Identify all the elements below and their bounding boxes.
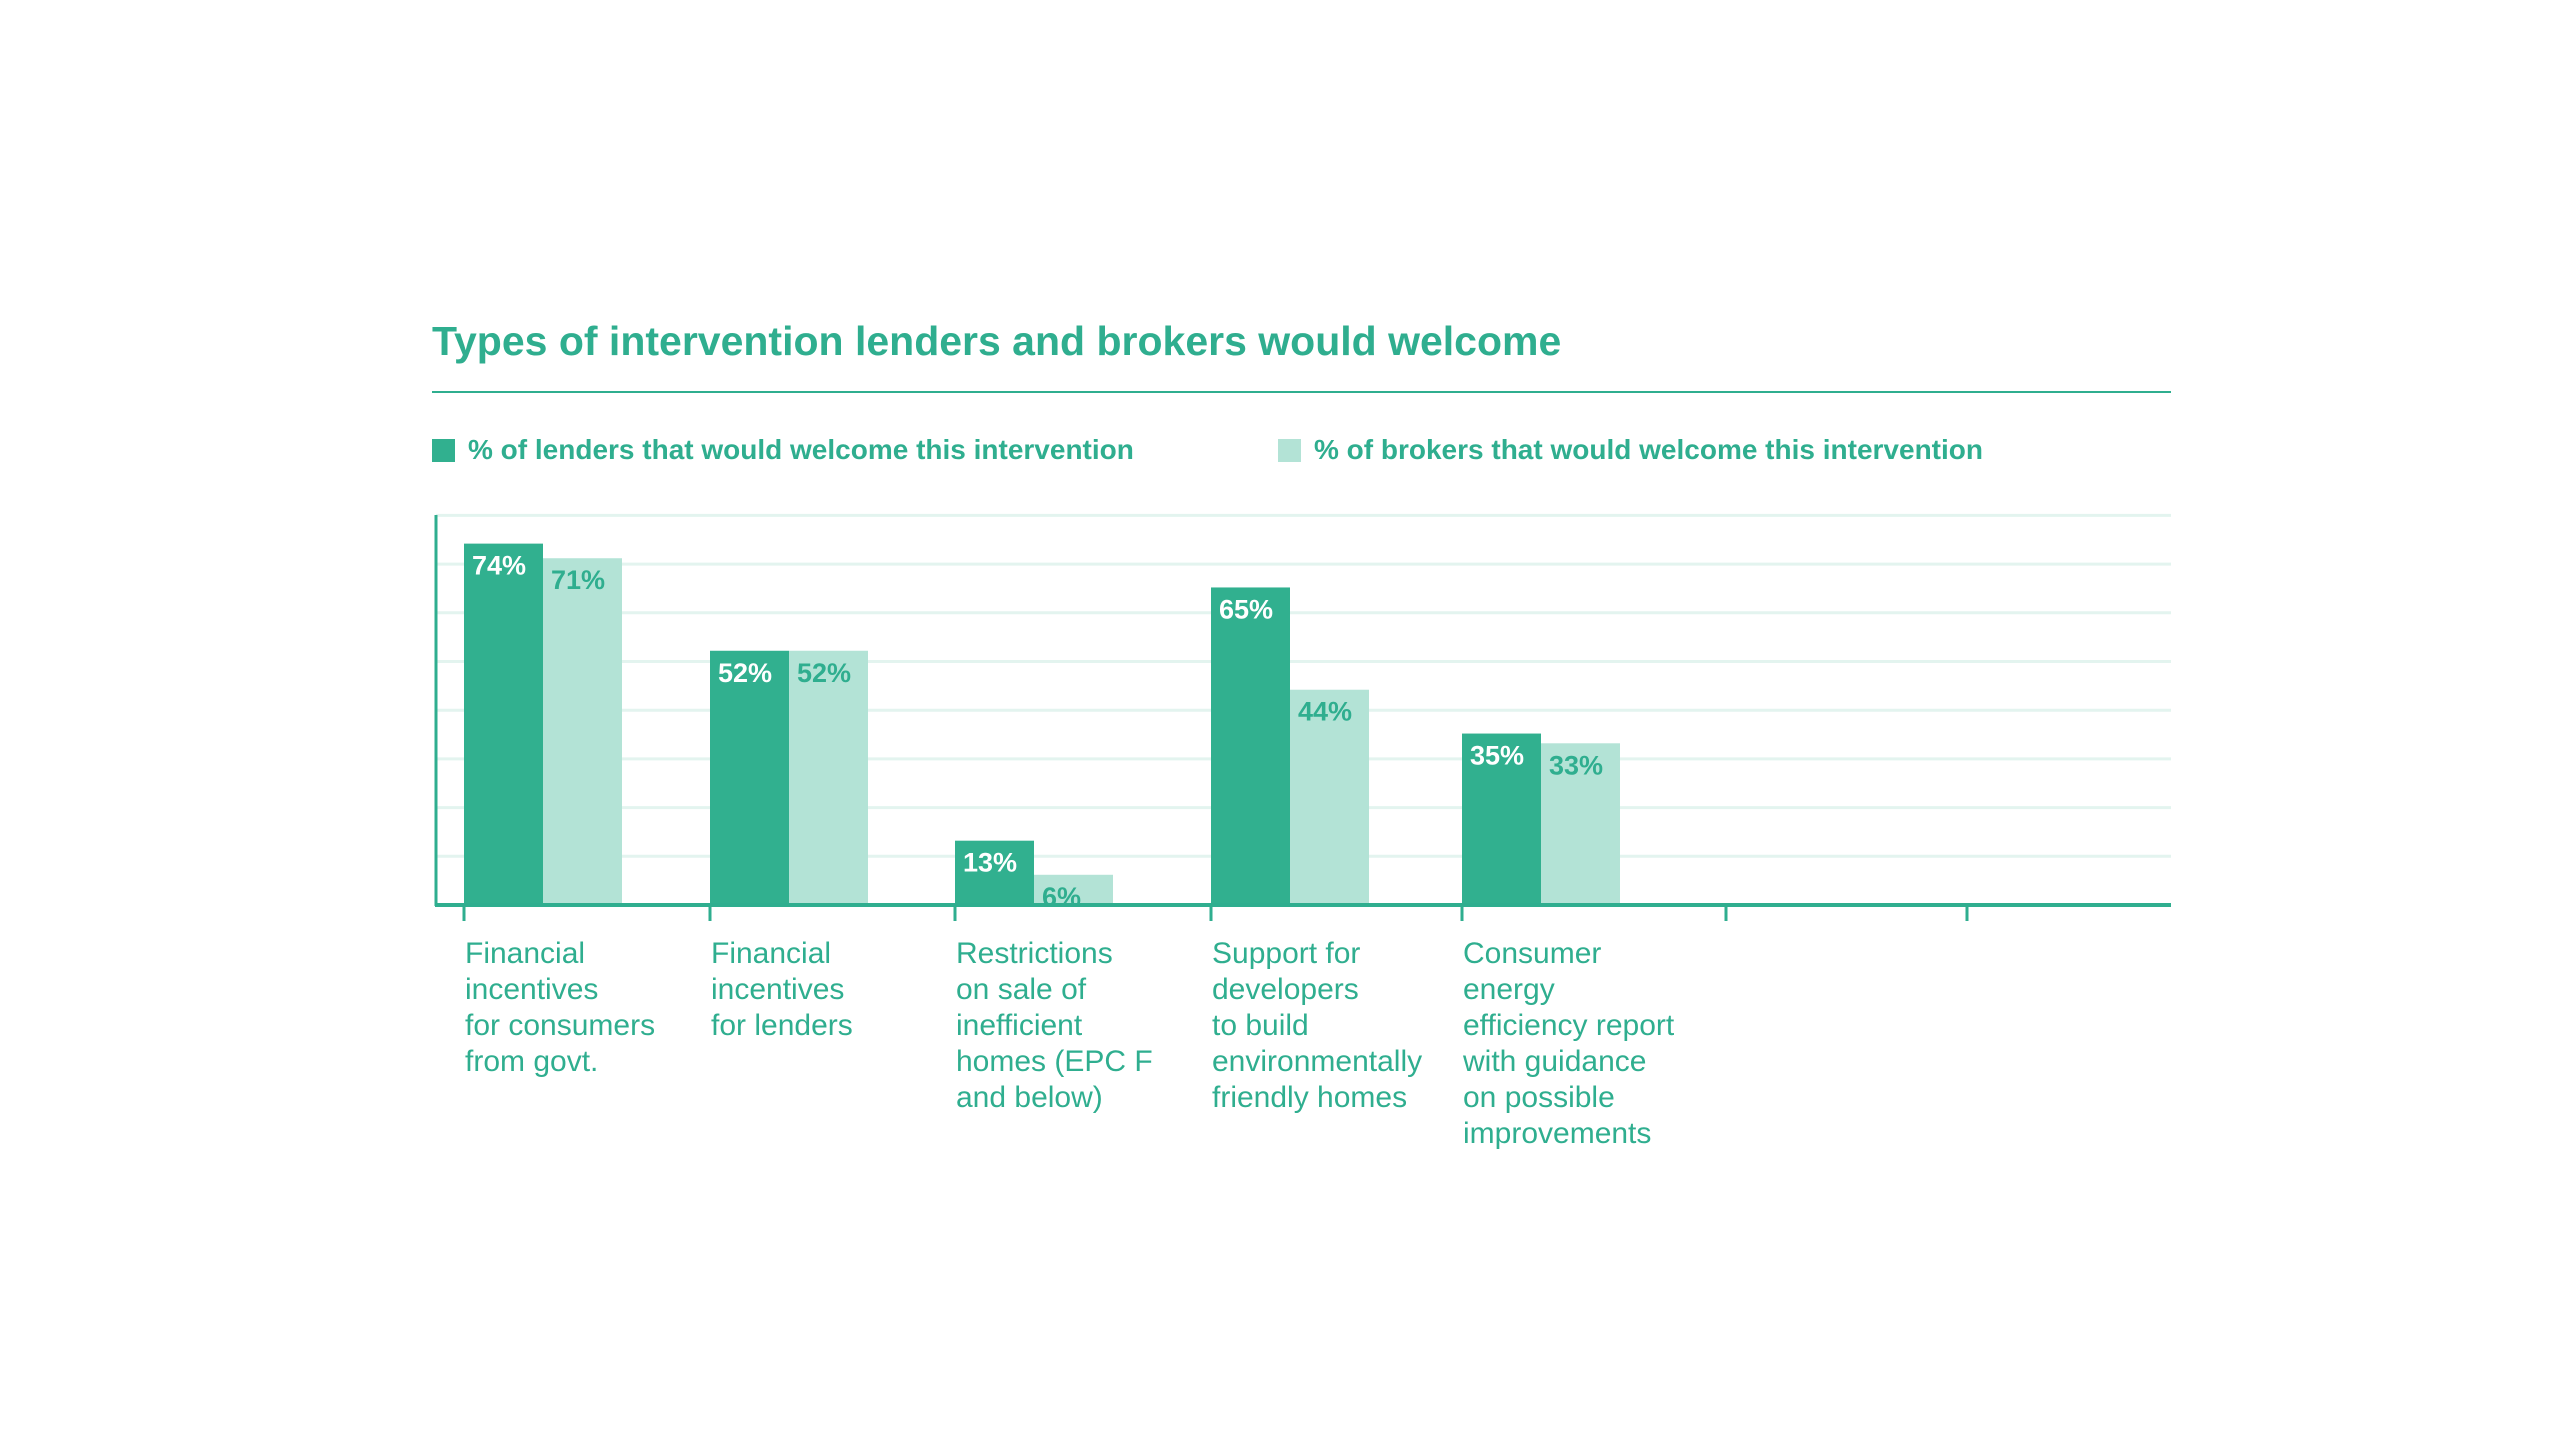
category-label-line: developers [1212,973,1359,1006]
category-label: Support for developers to build environment… [1212,937,1422,1114]
data-label-brokers: 33% [1549,750,1603,780]
bar-lenders [1211,587,1290,904]
category-label-line: Financial [711,937,831,970]
data-label-lenders: 13% [963,848,1017,878]
bar-brokers [1541,743,1620,904]
bar-lenders [710,650,789,904]
category-label-line: incentives [711,973,844,1006]
category-label: Financial incentives for lenders [711,937,853,1042]
category-label-line: incentives [465,973,598,1006]
category-label-line: Restrictions [956,937,1113,970]
data-label-brokers: 71% [551,565,605,595]
category-label: Consumer energy efficiency report with guid… [1462,937,1675,1150]
data-label-brokers: 6% [1042,882,1081,912]
category-label: Financial incentives for consumers from gov… [465,937,655,1078]
category-label-line: from govt. [465,1045,598,1078]
category-label-line: Support for [1212,937,1360,970]
data-label-lenders: 35% [1470,741,1524,771]
category-label: Restrictions on sale of inefficient homes (… [956,937,1153,1114]
bar-brokers [789,650,868,904]
category-label-line: homes (EPC F [956,1045,1153,1078]
category-label-line: energy [1463,973,1555,1006]
legend-swatch-lenders [432,438,455,462]
bar-brokers [1034,874,1113,904]
legend-label-brokers: % of brokers that would welcome this int… [1314,434,1983,465]
category-label-line: and below) [956,1081,1103,1114]
chart-title: Types of intervention lenders and broker… [432,318,1562,364]
data-label-brokers: 44% [1298,697,1352,727]
category-label-line: Financial [465,937,585,970]
data-label-lenders: 74% [472,551,526,581]
category-label-line: friendly homes [1212,1081,1407,1114]
legend-item-brokers: % of brokers that would welcome this int… [1278,434,1983,466]
bar-lenders [955,840,1034,904]
category-label-line: for consumers [465,1009,655,1042]
category-label-line: environmentally [1212,1045,1422,1078]
title-divider [432,391,2171,393]
legend-label-lenders: % of lenders that would welcome this int… [468,434,1134,465]
bar-brokers [543,558,622,904]
category-label-line: Consumer [1463,937,1601,970]
bar-brokers [1290,689,1369,904]
data-label-lenders: 65% [1219,594,1273,624]
category-label-line: on possible [1463,1081,1615,1114]
category-label-line: for lenders [711,1009,853,1042]
legend-item-lenders: % of lenders that would welcome this int… [432,434,1134,466]
category-label-line: with guidance [1462,1045,1646,1078]
data-label-brokers: 52% [797,658,851,688]
data-label-lenders: 52% [718,658,772,688]
category-label-line: to build [1212,1009,1309,1042]
category-label-line: improvements [1463,1117,1651,1150]
category-label-line: efficiency report [1463,1009,1675,1042]
category-label-line: on sale of [956,973,1087,1006]
legend-swatch-brokers [1278,438,1301,462]
category-label-line: inefficient [956,1009,1083,1042]
bar-lenders [1462,733,1541,904]
bar-lenders [464,543,543,904]
